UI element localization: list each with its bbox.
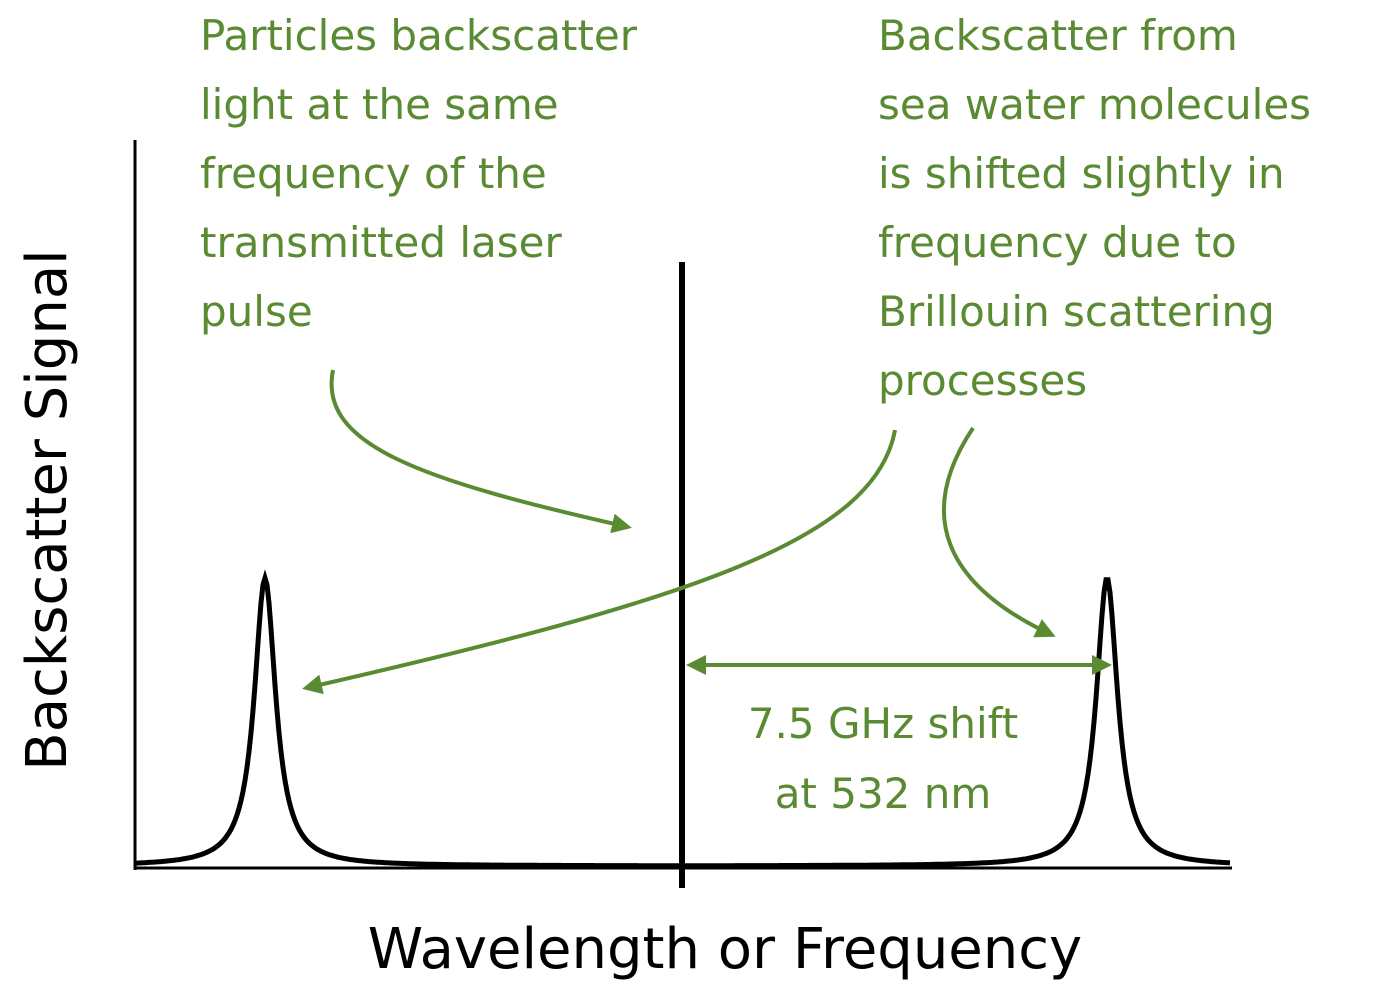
annotation-line: Backscatter from (878, 11, 1238, 60)
annotation-line: 7.5 GHz shift (748, 699, 1018, 748)
arrow-right-peak (941, 426, 1056, 638)
annotation-line: frequency due to (878, 218, 1237, 267)
annotation-line: Brillouin scattering (878, 287, 1275, 336)
annotation-line: light at the same (200, 80, 559, 129)
annotation-line: transmitted laser (200, 218, 562, 267)
annotation-line: Particles backscatter (200, 11, 638, 60)
annotation-line: processes (878, 356, 1087, 405)
annotation-line: at 532 nm (775, 769, 992, 818)
annotation-line: sea water molecules (878, 80, 1311, 129)
brillouin-peak-left (135, 569, 679, 869)
x-axis-label: Wavelength or Frequency (368, 917, 1082, 982)
annotation-line: pulse (200, 287, 313, 336)
arrow-left-peak (302, 429, 897, 695)
y-axis-label: Backscatter Signal (15, 249, 80, 770)
annotation-line: is shifted slightly in (878, 149, 1285, 198)
annotation-line: frequency of the (200, 149, 547, 198)
arrow-particles (329, 369, 632, 534)
brillouin-peak-right (684, 577, 1231, 869)
